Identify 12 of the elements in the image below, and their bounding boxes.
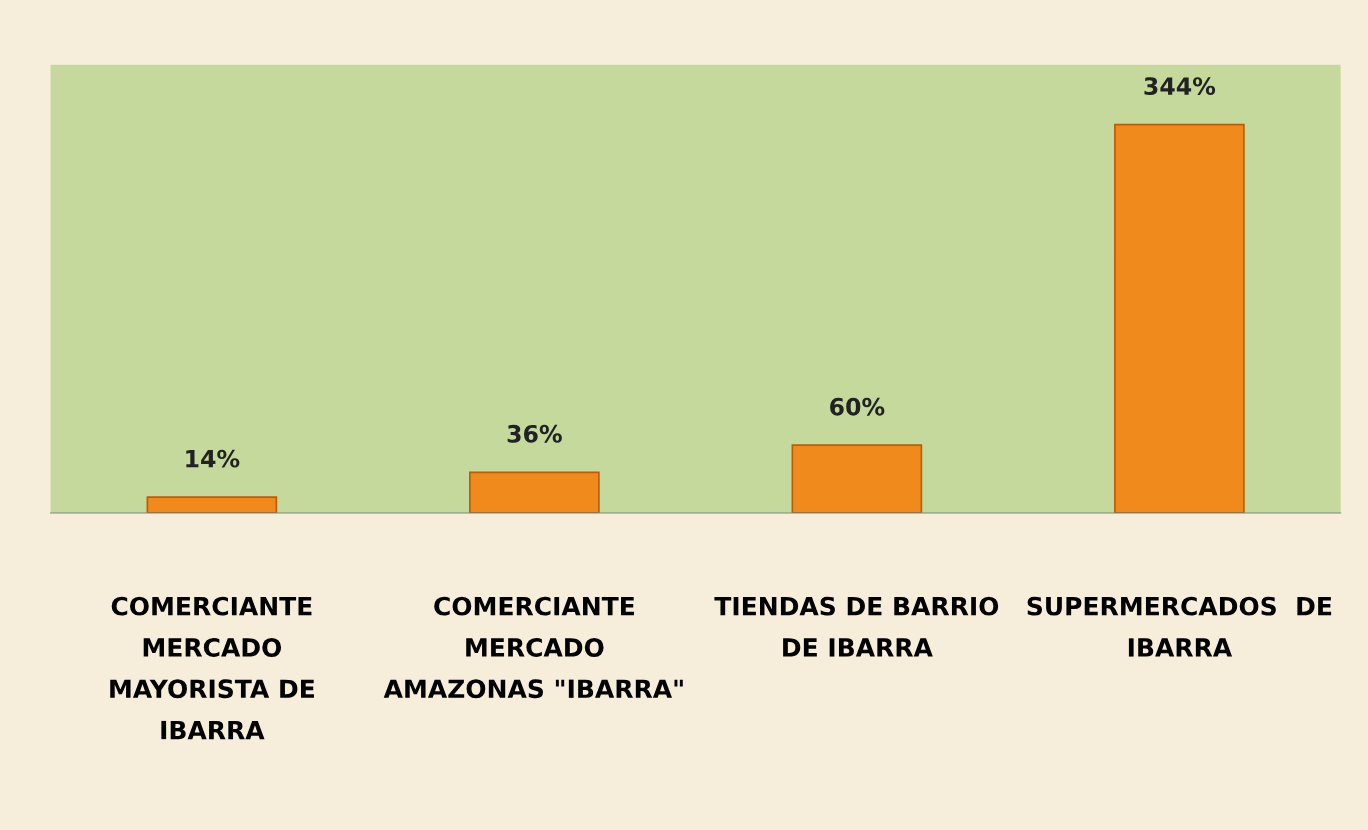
- bar: [469, 471, 600, 513]
- x-tick-label: TIENDAS DE BARRIO DE IBARRA: [714, 596, 999, 657]
- x-tick-label: COMERCIANTE MERCADO MAYORISTA DE IBARRA: [110, 596, 314, 740]
- data-label: 14%: [186, 449, 240, 468]
- bar: [146, 496, 278, 513]
- x-tick-label: COMERCIANTE MERCADO AMAZONAS "IBARRA": [383, 596, 683, 699]
- data-label: 36%: [507, 424, 562, 443]
- data-label: 344%: [1144, 77, 1216, 95]
- bar: [791, 444, 923, 513]
- data-label: 60%: [830, 397, 885, 416]
- x-tick-label: SUPERMERCADOS DE IBARRA: [1027, 596, 1332, 657]
- bar: [1114, 123, 1245, 513]
